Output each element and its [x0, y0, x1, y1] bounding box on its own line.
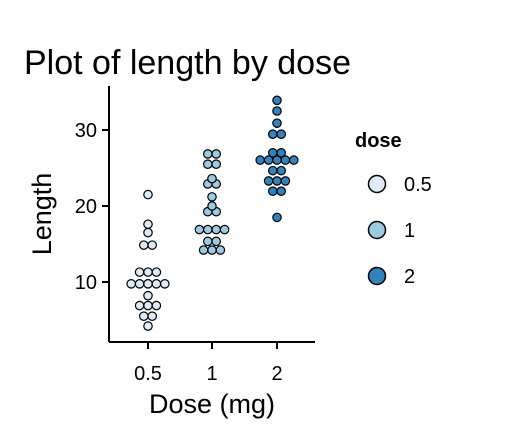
data-point-dose-0.5	[126, 279, 136, 289]
legend-key-0.5	[367, 174, 387, 194]
data-point-dose-0.5	[143, 290, 153, 301]
data-point-dose-0.5	[143, 227, 153, 238]
chart-title: Plot of length by dose	[24, 44, 351, 82]
data-point-dose-0.5	[134, 267, 145, 277]
data-point-dose-0.5	[151, 279, 162, 289]
data-point-dose-2	[276, 129, 286, 139]
data-point-dose-0.5	[147, 311, 157, 321]
x-tick-label: 1	[206, 363, 217, 385]
data-point-dose-0.5	[143, 300, 153, 311]
x-axis-title: Dose (mg)	[149, 389, 275, 419]
data-point-dose-0.5	[143, 219, 153, 230]
x-tick-label: 2	[271, 363, 282, 385]
data-point-dose-0.5	[143, 189, 153, 200]
data-point-dose-1	[219, 224, 230, 235]
data-point-dose-1	[211, 159, 221, 169]
data-point-dose-1	[207, 201, 217, 211]
legend-label: 0.5	[404, 174, 432, 196]
legend-title: dose	[355, 130, 402, 152]
data-point-dose-2	[280, 176, 291, 186]
legend-key-2	[367, 266, 387, 286]
data-point-dose-0.5	[143, 279, 153, 289]
data-point-dose-2	[267, 129, 278, 139]
data-point-dose-0.5	[151, 300, 162, 311]
plot-area: 10 20 30 0.5 1 2	[75, 86, 315, 385]
legend-label: 1	[404, 220, 415, 242]
data-point-dose-2	[263, 176, 274, 186]
data-point-dose-1	[203, 159, 213, 169]
data-point-dose-0.5	[151, 267, 162, 277]
y-axis-title: Length	[27, 173, 57, 256]
data-point-dose-2	[272, 176, 282, 186]
data-point-dose-1	[203, 236, 213, 247]
y-tick-label: 10	[75, 272, 97, 294]
data-point-dose-1	[207, 245, 217, 255]
data-point-dose-2	[276, 148, 286, 158]
data-point-dose-2	[276, 186, 286, 196]
data-point-dose-0.5	[139, 311, 149, 321]
data-point-dose-0.5	[134, 279, 145, 289]
x-tick-label: 0.5	[134, 363, 162, 385]
data-point-dose-1	[207, 173, 217, 184]
data-point-dose-2	[272, 95, 282, 106]
data-point-dose-2	[288, 155, 299, 165]
data-point-dose-0.5	[134, 300, 145, 311]
y-tick-label: 20	[75, 196, 97, 218]
data-point-dose-0.5	[160, 279, 170, 289]
data-point-dose-1	[211, 224, 221, 235]
legend-key-1	[367, 220, 387, 240]
data-point-dose-1	[207, 192, 217, 202]
legend: dose 0.5 1 2	[355, 130, 432, 288]
data-point-dose-1	[211, 149, 221, 159]
data-point-dose-1	[211, 236, 221, 247]
data-point-dose-0.5	[143, 267, 153, 277]
data-point-dose-0.5	[147, 240, 157, 250]
data-point-dose-1	[203, 224, 213, 235]
data-point-dose-2	[267, 148, 278, 158]
data-point-dose-2	[267, 186, 278, 196]
y-tick-label: 30	[75, 120, 97, 142]
data-point-dose-1	[215, 245, 226, 255]
data-point-dose-1	[198, 245, 209, 255]
data-point-dose-2	[272, 118, 282, 128]
legend-label: 2	[404, 266, 415, 288]
data-point-dose-2	[276, 165, 286, 176]
data-point-dose-0.5	[143, 321, 153, 331]
data-point-dose-2	[272, 106, 282, 116]
data-point-dose-2	[255, 155, 265, 165]
data-point-dose-2	[267, 165, 278, 176]
data-point-dose-2	[272, 212, 282, 223]
data-point-dose-1	[203, 149, 213, 159]
data-point-dose-0.5	[139, 240, 149, 250]
data-point-dose-1	[194, 224, 205, 235]
